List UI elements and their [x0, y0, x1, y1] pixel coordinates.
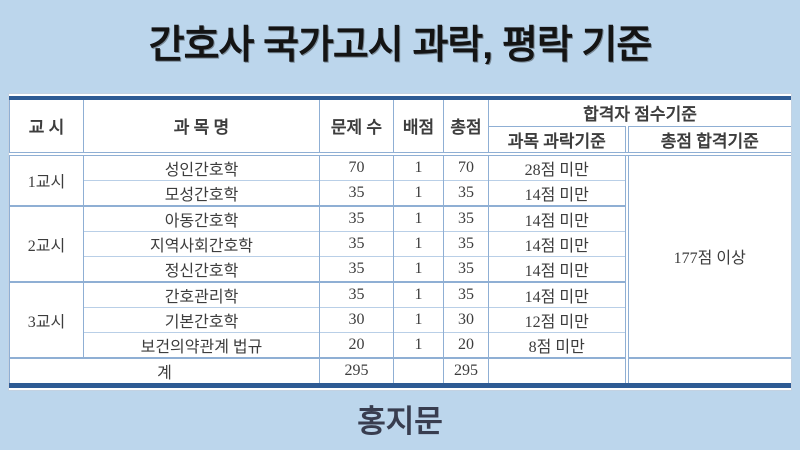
- unit-points-cell: 1: [393, 152, 444, 180]
- exam-table-container: 교 시 과 목 명 문제 수 배점 총점 합격자 점수기준 과목 과락기준 총점…: [8, 93, 792, 391]
- exam-criteria-table: 교 시 과 목 명 문제 수 배점 총점 합격자 점수기준 과목 과락기준 총점…: [9, 96, 791, 388]
- brand-mark: 홍지문: [357, 404, 443, 440]
- unit-points-cell: 1: [393, 255, 444, 282]
- period-cell: 3교시: [9, 280, 84, 358]
- table-row: 보건의약관계 법규 20 1 20 8점 미만: [10, 331, 792, 358]
- unit-points-cell: 1: [393, 179, 444, 206]
- subject-cell: 정신간호학: [83, 255, 320, 282]
- unit-points-cell: 1: [393, 306, 444, 332]
- total-points-cell: 70: [443, 152, 489, 180]
- period-cell: 1교시: [9, 152, 84, 206]
- header-row-sub: 과목 과락기준 총점 합격기준: [10, 126, 791, 156]
- table-row: 2교시 아동간호학 35 1 35 14점 미만: [9, 204, 792, 282]
- fail-criteria-cell: 14점 미만: [488, 230, 627, 256]
- questions-cell: 35: [319, 280, 394, 307]
- questions-cell: 35: [319, 204, 394, 231]
- subject-cell: 아동간호학: [83, 204, 320, 231]
- unit-points-cell: 1: [393, 331, 444, 358]
- questions-cell: 35: [319, 255, 394, 282]
- total-row: 계 295 295: [9, 356, 791, 385]
- col-header-period: 교 시: [9, 98, 84, 156]
- subject-cell: 성인간호학: [83, 152, 320, 180]
- total-points-cell: 20: [443, 331, 489, 358]
- fail-criteria-cell: 12점 미만: [488, 306, 627, 332]
- col-header-unit-points: 배점: [393, 98, 444, 156]
- total-points-cell: 35: [443, 179, 489, 206]
- subject-cell: 간호관리학: [83, 280, 320, 307]
- questions-cell: 30: [319, 306, 394, 332]
- questions-cell: 35: [319, 230, 394, 256]
- col-header-questions: 문제 수: [319, 98, 394, 156]
- total-label-cell: 계: [9, 356, 320, 385]
- total-questions-cell: 295: [319, 356, 394, 385]
- total-unit-points-cell: [393, 356, 444, 385]
- unit-points-cell: 1: [393, 204, 444, 231]
- fail-criteria-cell: 14점 미만: [488, 255, 627, 282]
- table-row: 3교시 간호관리학 35 1 35 14점 미만: [9, 280, 792, 358]
- table-row: 지역사회간호학 35 1 35 14점 미만: [10, 230, 792, 256]
- total-points-cell: 35: [443, 204, 489, 231]
- table-row: 정신간호학 35 1 35 14점 미만: [10, 255, 792, 282]
- total-pass-cell: [624, 356, 791, 385]
- total-points-cell: 30: [443, 306, 489, 332]
- total-points-cell: 35: [443, 255, 489, 282]
- total-points-cell: 35: [443, 230, 489, 256]
- table-header: 교 시 과 목 명 문제 수 배점 총점 합격자 점수기준 과목 과락기준 총점…: [9, 98, 791, 156]
- table-row: 모성간호학 35 1 35 14점 미만: [10, 179, 792, 206]
- subject-cell: 지역사회간호학: [83, 230, 320, 256]
- col-header-total-points: 총점: [443, 98, 489, 156]
- header-row-top: 교 시 과 목 명 문제 수 배점 총점 합격자 점수기준: [9, 98, 791, 156]
- unit-points-cell: 1: [393, 230, 444, 256]
- questions-cell: 35: [319, 179, 394, 206]
- table-body: 1교시 성인간호학 70 1 70 28점 미만 177점 이상 모성간호학 3…: [9, 152, 792, 385]
- fail-criteria-cell: 8점 미만: [488, 331, 627, 358]
- col-header-subject: 과 목 명: [83, 98, 320, 156]
- table-row: 기본간호학 30 1 30 12점 미만: [10, 306, 792, 332]
- questions-cell: 20: [319, 331, 394, 358]
- total-fail-cell: [488, 356, 627, 385]
- col-header-pass-group: 합격자 점수기준: [488, 98, 791, 127]
- unit-points-cell: 1: [393, 280, 444, 307]
- period-cell: 2교시: [9, 204, 84, 282]
- total-points-cell: 35: [443, 280, 489, 307]
- fail-criteria-cell: 28점 미만: [488, 152, 627, 180]
- table-row: 1교시 성인간호학 70 1 70 28점 미만 177점 이상: [9, 152, 791, 358]
- page-title: 간호사 국가고시 과락, 평락 기준: [148, 24, 653, 67]
- subject-cell: 보건의약관계 법규: [83, 331, 320, 358]
- fail-criteria-cell: 14점 미만: [488, 204, 627, 231]
- col-header-overall-pass: 총점 합격기준: [624, 126, 791, 156]
- subject-cell: 기본간호학: [83, 306, 320, 332]
- fail-criteria-cell: 14점 미만: [488, 280, 627, 307]
- total-points-sum-cell: 295: [443, 356, 489, 385]
- questions-cell: 70: [319, 152, 394, 180]
- col-header-subject-fail: 과목 과락기준: [488, 126, 627, 156]
- fail-criteria-cell: 14점 미만: [488, 179, 627, 206]
- overall-pass-cell: 177점 이상: [624, 152, 791, 358]
- subject-cell: 모성간호학: [83, 179, 320, 206]
